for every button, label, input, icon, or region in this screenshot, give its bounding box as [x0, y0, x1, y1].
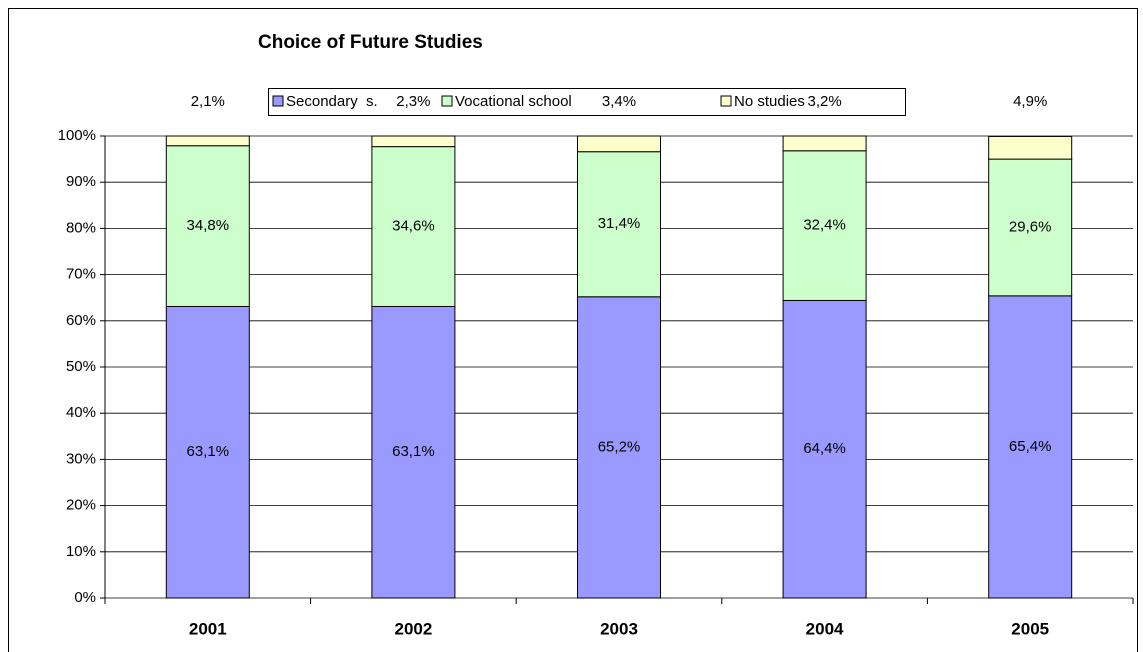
bar-segment — [782, 299, 867, 599]
y-tick-label: 80% — [66, 219, 96, 236]
y-tick-label: 30% — [66, 450, 96, 467]
value-label: 4,9% — [1013, 93, 1047, 110]
y-tick-label: 20% — [66, 497, 96, 514]
value-label: 64,4% — [803, 440, 846, 457]
value-label: 3,2% — [807, 93, 841, 110]
bar-segment — [988, 158, 1073, 297]
y-tick-label: 90% — [66, 173, 96, 190]
value-label: 34,6% — [392, 218, 435, 235]
value-label: 29,6% — [1009, 218, 1052, 235]
x-tick-label: 2005 — [1011, 619, 1049, 638]
bar-segment — [371, 146, 456, 307]
bar-segment — [988, 295, 1073, 599]
bar-segment — [782, 150, 867, 301]
y-tick-label: 100% — [58, 127, 96, 144]
legend-label: Secondary s. — [286, 93, 378, 110]
value-label: 63,1% — [187, 443, 230, 460]
value-label: 2,3% — [396, 93, 430, 110]
chart-title: Choice of Future Studies — [258, 32, 483, 53]
bar-segment — [371, 305, 456, 599]
x-tick-label: 2004 — [806, 619, 844, 638]
bar-segment — [165, 135, 250, 147]
y-tick-label: 40% — [66, 404, 96, 421]
legend-swatch — [720, 95, 732, 107]
legend-swatch — [272, 95, 284, 107]
bar-segment — [577, 296, 661, 599]
legend-swatch — [441, 95, 453, 107]
bar-segment — [577, 151, 661, 298]
value-label: 31,4% — [598, 215, 641, 232]
bar-segment — [165, 305, 250, 599]
y-tick-label: 10% — [66, 543, 96, 560]
x-tick-label: 2003 — [600, 619, 638, 638]
y-tick-label: 50% — [66, 358, 96, 375]
value-label: 34,8% — [187, 217, 230, 234]
value-label: 65,4% — [1009, 438, 1052, 455]
legend-label: No studies — [734, 93, 805, 110]
value-label: 3,4% — [602, 93, 636, 110]
value-label: 32,4% — [803, 217, 846, 234]
bar-segment — [988, 135, 1073, 160]
legend-label: Vocational school — [455, 93, 572, 110]
bar-segment — [165, 145, 250, 307]
x-tick-label: 2001 — [189, 619, 227, 638]
bar-segment — [577, 135, 661, 153]
bar-segment — [371, 135, 456, 148]
bar-segment — [782, 135, 867, 152]
value-label: 63,1% — [392, 443, 435, 460]
y-tick-label: 0% — [74, 589, 96, 606]
legend-box — [268, 88, 906, 116]
value-label: 65,2% — [598, 438, 641, 455]
y-tick-label: 60% — [66, 312, 96, 329]
y-tick-label: 70% — [66, 266, 96, 283]
value-label: 2,1% — [191, 93, 225, 110]
x-tick-label: 2002 — [394, 619, 432, 638]
